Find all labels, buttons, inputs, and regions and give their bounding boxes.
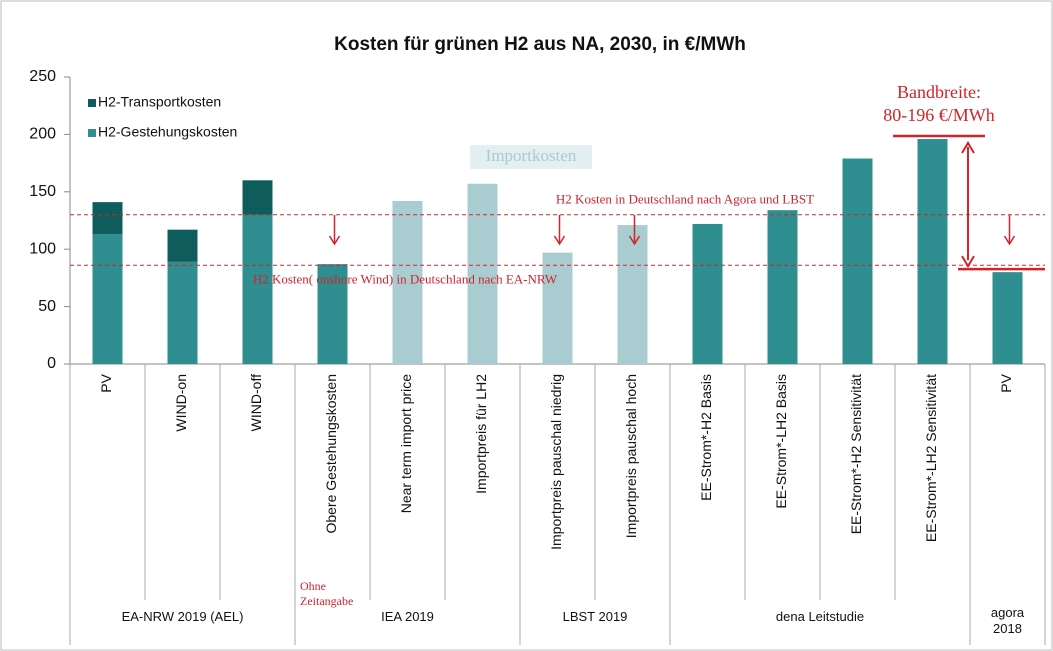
arrow-head — [553, 235, 566, 246]
group-box: LBST 2019 — [562, 609, 628, 624]
note: Zeitangabe — [300, 594, 353, 608]
x-tick-label: PV — [98, 373, 114, 392]
x-tick-label: EE-Strom*-LH2 Sensitivität — [923, 374, 939, 542]
group-box: IEA 2019 — [381, 609, 434, 624]
bar-segment — [167, 261, 198, 364]
legend-swatch — [88, 129, 96, 137]
group-label: LBST 2019 — [562, 609, 628, 624]
section-label-bg — [470, 145, 592, 169]
x-tick-label: EE-Strom*-H2 Basis — [698, 374, 714, 501]
x-tick-label: Importpreis pauschal niedrig — [548, 374, 564, 550]
arrow-head — [328, 235, 341, 246]
arrow-head — [961, 255, 975, 269]
bar-segment — [767, 210, 798, 364]
group-box: EA-NRW 2019 (AEL) — [121, 609, 244, 624]
group-box: agora 2018 — [990, 605, 1025, 636]
y-tick-label: 50 — [38, 298, 56, 315]
note: Ohne — [300, 579, 326, 593]
reference-label: H2 Kosten( onshore Wind) in Deutschland … — [253, 271, 558, 286]
legend-label: H2-Gestehungskosten — [98, 124, 237, 140]
range-label: 80-196 €/MWh — [883, 105, 995, 125]
range-label: Bandbreite: — [897, 82, 981, 102]
bar-segment — [167, 229, 198, 262]
group-box: dena Leitstudie — [775, 609, 865, 624]
bar-segment — [467, 183, 498, 364]
bar-segment — [92, 234, 123, 364]
x-tick-label: Obere Gestehungskosten — [323, 374, 339, 534]
y-tick-label: 250 — [29, 68, 56, 85]
arrow-head — [961, 141, 975, 154]
y-tick-label: 200 — [29, 126, 56, 143]
section-label: Importkosten — [486, 146, 577, 165]
arrow-head — [628, 235, 641, 246]
group-label: IEA 2019 — [381, 609, 434, 624]
group-label: EA-NRW 2019 (AEL) — [121, 609, 244, 624]
legend-swatch — [88, 99, 96, 107]
bar-segment — [842, 158, 873, 364]
y-tick-label: 100 — [29, 240, 56, 257]
bar-segment — [242, 214, 273, 364]
bar-segment — [617, 225, 648, 364]
group-label: dena Leitstudie — [775, 609, 865, 624]
chart-title: Kosten für grünen H2 aus NA, 2030, in €/… — [334, 34, 746, 55]
bar-segment — [992, 272, 1023, 364]
x-tick-label: EE-Strom*-LH2 Basis — [773, 374, 789, 509]
bar-segment — [392, 200, 423, 364]
bar-segment — [92, 202, 123, 235]
y-tick-label: 0 — [47, 355, 56, 372]
x-tick-label: Importpreis für LH2 — [473, 374, 489, 494]
y-tick-label: 150 — [29, 183, 56, 200]
x-tick-label: WIND-on — [173, 374, 189, 432]
bar-segment — [242, 180, 273, 215]
x-tick-label: PV — [998, 373, 1014, 392]
x-tick-label: Near term import price — [398, 374, 414, 513]
legend-label: H2-Transportkosten — [98, 94, 221, 110]
x-tick-label: WIND-off — [248, 374, 264, 431]
reference-label: H2 Kosten in Deutschland nach Agora und … — [556, 192, 814, 207]
x-tick-label: Importpreis pauschal hoch — [623, 374, 639, 538]
bar-segment — [917, 138, 948, 364]
bar-segment — [542, 252, 573, 364]
group-label: agora 2018 — [990, 605, 1025, 636]
bar-segment — [692, 223, 723, 364]
x-tick-label: EE-Strom*-H2 Sensitivität — [848, 374, 864, 534]
bar-segment — [317, 264, 348, 364]
arrow-head — [1003, 235, 1016, 246]
